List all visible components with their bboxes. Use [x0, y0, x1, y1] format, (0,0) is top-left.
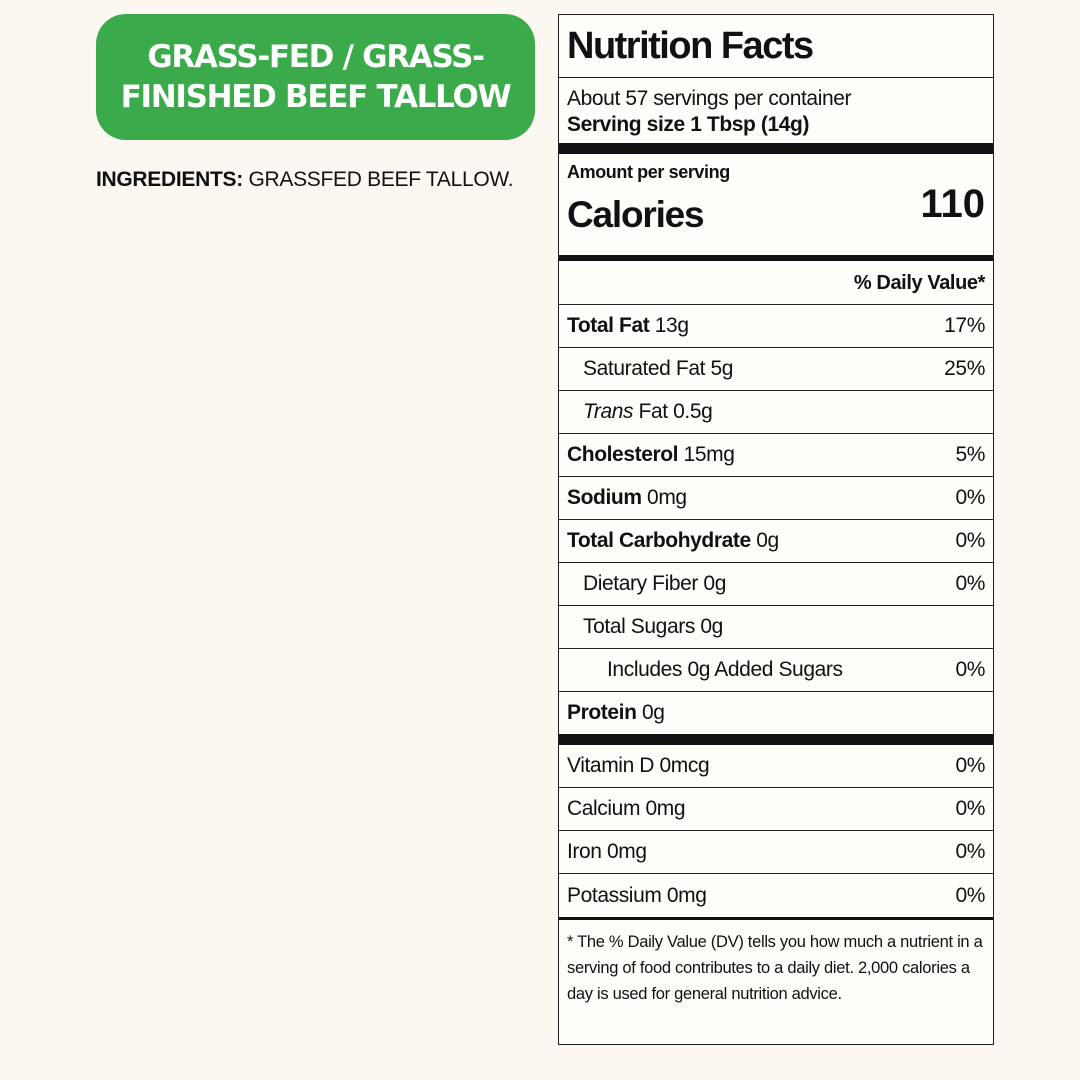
nutrient-name: Cholesterol	[567, 443, 679, 466]
badge-title-line-1: GRASS-FED / GRASS-	[147, 39, 485, 75]
ingredients-statement: INGREDIENTS: GRASSFED BEEF TALLOW.	[96, 168, 514, 192]
nutrient-row-sodium: Sodium 0mg 0%	[559, 477, 993, 520]
badge-title-line-2: FINISHED BEEF TALLOW	[120, 79, 512, 115]
nutrient-name-italic: Trans	[583, 400, 634, 423]
nutrient-amount: 0g	[636, 701, 665, 724]
nutrient-daily-value: 0%	[955, 658, 985, 681]
nutrient-row-trans-fat: Trans Fat 0.5g	[559, 391, 993, 434]
nutrient-daily-value: 0%	[955, 572, 985, 595]
nutrient-name: Iron 0mg	[567, 840, 647, 863]
nutrition-facts-panel: Nutrition Facts About 57 servings per co…	[558, 14, 994, 1045]
nutrition-facts-title: Nutrition Facts	[559, 15, 993, 78]
nutrient-row-dietary-fiber: Dietary Fiber 0g 0%	[559, 563, 993, 606]
nutrient-name: Dietary Fiber 0g	[583, 572, 726, 595]
product-badge: GRASS-FED / GRASS- FINISHED BEEF TALLOW	[96, 14, 535, 140]
nutrient-name: Includes 0g Added Sugars	[607, 658, 843, 681]
calories-section: Amount per serving Calories 110	[559, 154, 993, 261]
nutrient-daily-value: 25%	[944, 357, 985, 380]
nutrient-name: Saturated Fat 5g	[583, 357, 734, 380]
nutrient-row-total-carbohydrate: Total Carbohydrate 0g 0%	[559, 520, 993, 563]
nutrient-row-total-fat: Total Fat 13g 17%	[559, 305, 993, 348]
daily-value-footnote: * The % Daily Value (DV) tells you how m…	[559, 917, 993, 1007]
nutrient-daily-value: 5%	[955, 443, 985, 466]
nutrient-name: Vitamin D 0mcg	[567, 754, 710, 777]
ingredients-text: GRASSFED BEEF TALLOW.	[242, 168, 514, 191]
nutrient-daily-value: 0%	[955, 840, 985, 863]
nutrient-name: Potassium 0mg	[567, 883, 707, 907]
nutrient-row-added-sugars: Includes 0g Added Sugars 0%	[559, 649, 993, 692]
nutrient-daily-value: 0%	[955, 797, 985, 820]
nutrient-name: Total Fat	[567, 314, 650, 337]
nutrient-daily-value: 0%	[955, 486, 985, 509]
vitamin-row-calcium: Calcium 0mg 0%	[559, 788, 993, 831]
daily-value-header: % Daily Value*	[559, 261, 993, 305]
nutrient-row-cholesterol: Cholesterol 15mg 5%	[559, 434, 993, 477]
servings-section: About 57 servings per container Serving …	[559, 78, 993, 154]
nutrient-daily-value: 0%	[955, 754, 985, 777]
ingredients-label: INGREDIENTS:	[96, 168, 243, 191]
servings-per-container: About 57 servings per container	[567, 87, 852, 110]
nutrient-amount: 0mg	[641, 486, 687, 509]
vitamin-row-potassium: Potassium 0mg 0%	[559, 874, 993, 917]
nutrient-name: Calcium 0mg	[567, 797, 686, 820]
nutrient-daily-value: 0%	[955, 883, 985, 907]
vitamin-row-iron: Iron 0mg 0%	[559, 831, 993, 874]
nutrient-amount: 0g	[750, 529, 779, 552]
nutrient-name: Total Sugars 0g	[583, 615, 723, 638]
nutrient-name: Sodium	[567, 486, 642, 509]
nutrient-row-saturated-fat: Saturated Fat 5g 25%	[559, 348, 993, 391]
calories-value: 110	[920, 182, 985, 226]
nutrient-name: Total Carbohydrate	[567, 529, 751, 552]
nutrient-daily-value: 17%	[944, 314, 985, 337]
nutrient-name: Protein	[567, 701, 637, 724]
vitamin-row-vitamin-d: Vitamin D 0mcg 0%	[559, 745, 993, 788]
amount-per-serving: Amount per serving	[567, 162, 730, 182]
nutrient-row-total-sugars: Total Sugars 0g	[559, 606, 993, 649]
nutrient-amount: 13g	[649, 314, 689, 337]
nutrient-amount: 15mg	[678, 443, 735, 466]
calories-label: Calories	[567, 194, 705, 235]
nutrient-row-protein: Protein 0g	[559, 692, 993, 745]
nutrient-name: Fat 0.5g	[633, 400, 713, 423]
nutrient-daily-value: 0%	[955, 529, 985, 552]
serving-size: Serving size 1 Tbsp (14g)	[567, 113, 810, 136]
